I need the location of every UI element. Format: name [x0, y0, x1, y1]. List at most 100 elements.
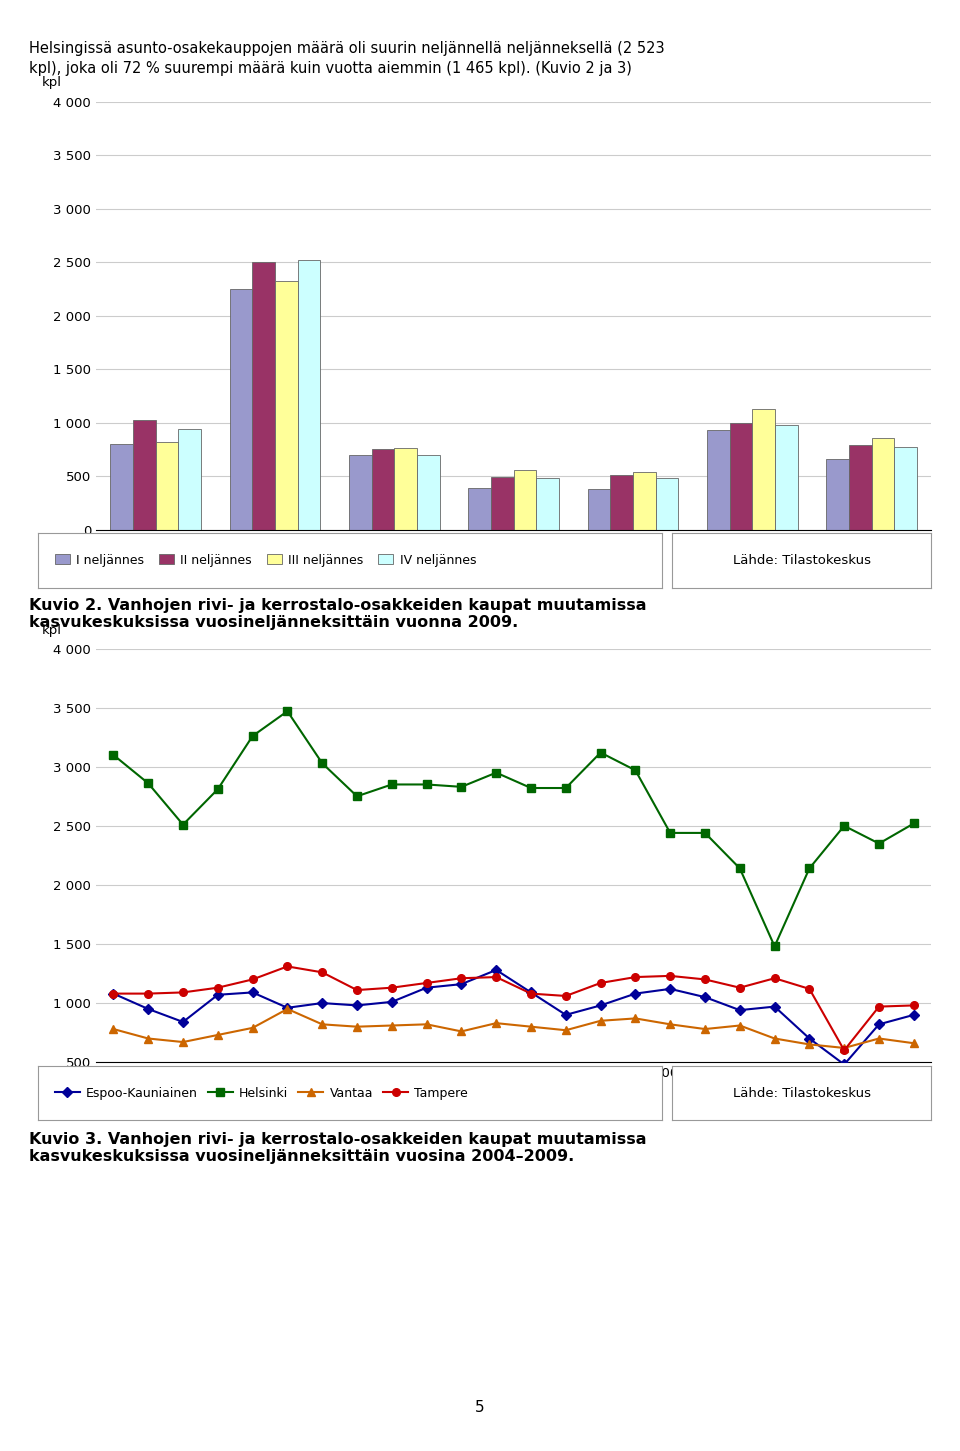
- Helsinki: [525, 779, 537, 797]
- Tampere: [281, 958, 293, 975]
- Tampere: [734, 979, 746, 997]
- Helsinki: [491, 763, 502, 781]
- Vantaa: [595, 1013, 607, 1030]
- Line: Tampere: Tampere: [109, 962, 918, 1053]
- Bar: [395, 448, 417, 530]
- Bar: [611, 474, 633, 530]
- Text: 5: 5: [475, 1400, 485, 1415]
- Legend: Espoo-Kauniainen, Helsinki, Vantaa, Tampere: Espoo-Kauniainen, Helsinki, Vantaa, Tamp…: [51, 1082, 471, 1104]
- Espoo-Kauniainen: [874, 1016, 885, 1033]
- Tampere: [525, 985, 537, 1003]
- Bar: [252, 263, 275, 530]
- Bar: [491, 477, 514, 530]
- Tampere: [838, 1042, 850, 1059]
- Helsinki: [630, 762, 641, 779]
- Bar: [827, 459, 849, 530]
- Espoo-Kauniainen: [664, 981, 676, 998]
- Bar: [588, 489, 611, 530]
- Text: Kuvio 3. Vanhojen rivi- ja kerrostalo-osakkeiden kaupat muutamissa
kasvukeskuksi: Kuvio 3. Vanhojen rivi- ja kerrostalo-os…: [29, 1132, 646, 1164]
- Helsinki: [247, 727, 258, 744]
- Vantaa: [838, 1039, 850, 1056]
- Tampere: [178, 984, 189, 1001]
- Bar: [348, 454, 372, 530]
- Tampere: [247, 971, 258, 988]
- Helsinki: [142, 775, 154, 792]
- Espoo-Kauniainen: [420, 979, 432, 997]
- Tampere: [595, 974, 607, 991]
- Helsinki: [838, 817, 850, 834]
- Espoo-Kauniainen: [908, 1006, 920, 1023]
- Espoo-Kauniainen: [281, 1000, 293, 1017]
- Text: Kuvio 2. Vanhojen rivi- ja kerrostalo-osakkeiden kaupat muutamissa
kasvukeskuksi: Kuvio 2. Vanhojen rivi- ja kerrostalo-os…: [29, 598, 646, 630]
- Vantaa: [108, 1020, 119, 1037]
- Espoo-Kauniainen: [804, 1030, 815, 1048]
- Tampere: [491, 968, 502, 985]
- Bar: [229, 289, 252, 530]
- Bar: [849, 445, 872, 530]
- Vantaa: [525, 1019, 537, 1036]
- Bar: [633, 472, 656, 530]
- Vantaa: [664, 1016, 676, 1033]
- Line: Helsinki: Helsinki: [109, 708, 918, 950]
- Helsinki: [595, 744, 607, 762]
- Legend: I neljännes, II neljännes, III neljännes, IV neljännes: I neljännes, II neljännes, III neljännes…: [51, 550, 480, 570]
- Espoo-Kauniainen: [769, 998, 780, 1016]
- Espoo-Kauniainen: [595, 997, 607, 1014]
- Bar: [468, 488, 491, 530]
- Vantaa: [212, 1026, 224, 1043]
- Helsinki: [351, 788, 363, 805]
- Bar: [753, 409, 775, 530]
- Espoo-Kauniainen: [456, 975, 468, 992]
- Espoo-Kauniainen: [386, 992, 397, 1010]
- Helsinki: [178, 815, 189, 833]
- Espoo-Kauniainen: [142, 1000, 154, 1017]
- Bar: [133, 421, 156, 530]
- Vantaa: [456, 1023, 468, 1040]
- Espoo-Kauniainen: [734, 1001, 746, 1019]
- Tampere: [804, 981, 815, 998]
- Text: Lähde: Tilastokeskus: Lähde: Tilastokeskus: [732, 554, 871, 566]
- Vantaa: [908, 1035, 920, 1052]
- Bar: [707, 429, 730, 530]
- Espoo-Kauniainen: [247, 984, 258, 1001]
- Tampere: [560, 987, 571, 1004]
- Helsinki: [281, 702, 293, 720]
- Bar: [298, 260, 321, 530]
- Helsinki: [386, 776, 397, 794]
- Bar: [514, 470, 537, 530]
- Helsinki: [420, 776, 432, 794]
- Espoo-Kauniainen: [317, 994, 328, 1011]
- Line: Espoo-Kauniainen: Espoo-Kauniainen: [109, 966, 918, 1068]
- Espoo-Kauniainen: [491, 961, 502, 978]
- Bar: [417, 454, 440, 530]
- Vantaa: [351, 1019, 363, 1036]
- Bar: [156, 443, 179, 530]
- Text: kpl: kpl: [41, 75, 61, 89]
- Helsinki: [456, 778, 468, 795]
- Espoo-Kauniainen: [630, 985, 641, 1003]
- Tampere: [212, 979, 224, 997]
- Vantaa: [491, 1014, 502, 1032]
- Vantaa: [560, 1022, 571, 1039]
- Bar: [537, 479, 559, 530]
- Helsinki: [769, 937, 780, 955]
- Vantaa: [247, 1019, 258, 1036]
- Vantaa: [420, 1016, 432, 1033]
- Tampere: [769, 969, 780, 987]
- Helsinki: [317, 755, 328, 772]
- Bar: [656, 479, 679, 530]
- Tampere: [664, 968, 676, 985]
- Tampere: [456, 969, 468, 987]
- Bar: [110, 444, 133, 530]
- Espoo-Kauniainen: [560, 1006, 571, 1023]
- Bar: [730, 422, 753, 530]
- Helsinki: [874, 834, 885, 852]
- Vantaa: [317, 1016, 328, 1033]
- Bar: [872, 438, 894, 530]
- Vantaa: [699, 1020, 710, 1037]
- Text: kpl), joka oli 72 % suurempi määrä kuin vuotta aiemmin (1 465 kpl). (Kuvio 2 ja : kpl), joka oli 72 % suurempi määrä kuin …: [29, 61, 632, 75]
- Tampere: [908, 997, 920, 1014]
- Vantaa: [386, 1017, 397, 1035]
- Text: Helsingissä asunto-osakekauppojen määrä oli suurin neljännellä neljänneksellä (2: Helsingissä asunto-osakekauppojen määrä …: [29, 41, 664, 55]
- Vantaa: [874, 1030, 885, 1048]
